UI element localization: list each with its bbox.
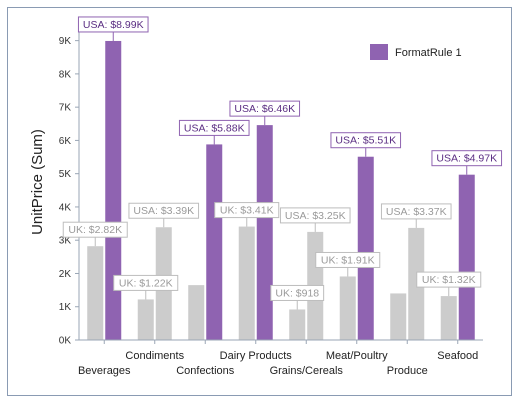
- y-tick-label: 8K: [59, 69, 72, 80]
- data-label-usa-grains-cereals: USA: $3.25K: [285, 210, 346, 222]
- data-label-box: [128, 202, 200, 219]
- y-tick-label: 0K: [59, 336, 72, 347]
- category-label-meat-poultry: Meat/Poultry: [326, 350, 388, 362]
- bar-usa-beverages: [105, 40, 122, 341]
- data-label-box: [315, 251, 381, 268]
- y-tick-label: 1K: [59, 302, 72, 313]
- bar-usa-seafood: [458, 174, 475, 340]
- data-label-usa-confections: USA: $5.88K: [184, 122, 245, 134]
- y-tick-label: 9K: [59, 36, 72, 47]
- legend: FormatRule 1: [363, 38, 474, 66]
- data-label-uk-meat-poultry: UK: $1.91K: [321, 254, 375, 266]
- category-label-condiments: Condiments: [125, 350, 184, 362]
- bar-uk-confections: [188, 285, 205, 340]
- data-label-uk-condiments: UK: $1.22K: [119, 277, 173, 289]
- y-axis-title: UnitPrice (Sum): [29, 129, 46, 235]
- data-label-uk-seafood: UK: $1.32K: [422, 274, 476, 286]
- bar-uk-condiments: [137, 299, 154, 340]
- data-label-box: [214, 202, 280, 219]
- data-label-uk-dairy-products: UK: $3.41K: [220, 205, 274, 217]
- y-tick-label: 4K: [59, 202, 72, 213]
- data-label-box: [416, 271, 482, 288]
- bar-uk-produce: [390, 293, 407, 340]
- axes: 0K 1K 2K 3K 4K 5K 6K 7K 8K 9K Beverages Condiments C…: [59, 24, 483, 377]
- y-tick-label: 7K: [59, 103, 72, 114]
- data-label-uk-grains-cereals: UK: $918: [275, 287, 319, 299]
- bar-uk-seafood: [440, 296, 457, 340]
- data-label-usa-condiments: USA: $3.39K: [133, 205, 194, 217]
- data-label-usa-meat-poultry: USA: $5.51K: [335, 135, 396, 147]
- data-label-usa-dairy-products: USA: $6.46K: [234, 103, 295, 115]
- data-label-usa-produce: USA: $3.37K: [386, 206, 447, 218]
- data-label-box: [77, 16, 149, 33]
- category-label-produce: Produce: [387, 365, 428, 377]
- legend-label: FormatRule 1: [395, 47, 462, 59]
- data-label-box: [431, 150, 503, 167]
- category-label-dairy-products: Dairy Products: [220, 350, 293, 362]
- legend-swatch: [370, 44, 388, 60]
- data-label-usa-seafood: USA: $4.97K: [436, 153, 497, 165]
- data-label-box: [178, 119, 250, 136]
- category-label-beverages: Beverages: [78, 365, 131, 377]
- data-label-box: [279, 207, 351, 224]
- category-label-grains-cereals: Grains/Cereals: [270, 365, 344, 377]
- y-tick-label: 6K: [59, 136, 72, 147]
- bar-usa-dairy-products: [256, 125, 273, 341]
- bar-uk-grains-cereals: [289, 309, 306, 340]
- data-label-usa-beverages: USA: $8.99K: [83, 19, 144, 31]
- category-label-confections: Confections: [176, 365, 235, 377]
- y-tick-label: 2K: [59, 269, 72, 280]
- data-label-box: [62, 221, 128, 238]
- bar-usa-meat-poultry: [357, 156, 374, 340]
- data-label-box: [113, 274, 179, 291]
- data-label-box: [380, 203, 452, 220]
- data-labels: UK: $2.82K USA: $8.99K UK: $1.22K USA: $3.3…: [62, 16, 503, 310]
- bar-uk-meat-poultry: [339, 276, 356, 340]
- category-label-seafood: Seafood: [437, 350, 478, 362]
- data-label-uk-beverages: UK: $2.82K: [68, 224, 122, 236]
- y-tick-label: 3K: [59, 236, 72, 247]
- bars: [87, 40, 475, 341]
- bar-usa-confections: [206, 144, 223, 340]
- y-tick-label: 5K: [59, 169, 72, 180]
- data-label-box: [330, 132, 402, 149]
- bar-uk-beverages: [87, 246, 104, 340]
- bar-uk-dairy-products: [238, 226, 255, 340]
- data-label-box: [229, 100, 301, 117]
- data-label-box: [270, 284, 325, 301]
